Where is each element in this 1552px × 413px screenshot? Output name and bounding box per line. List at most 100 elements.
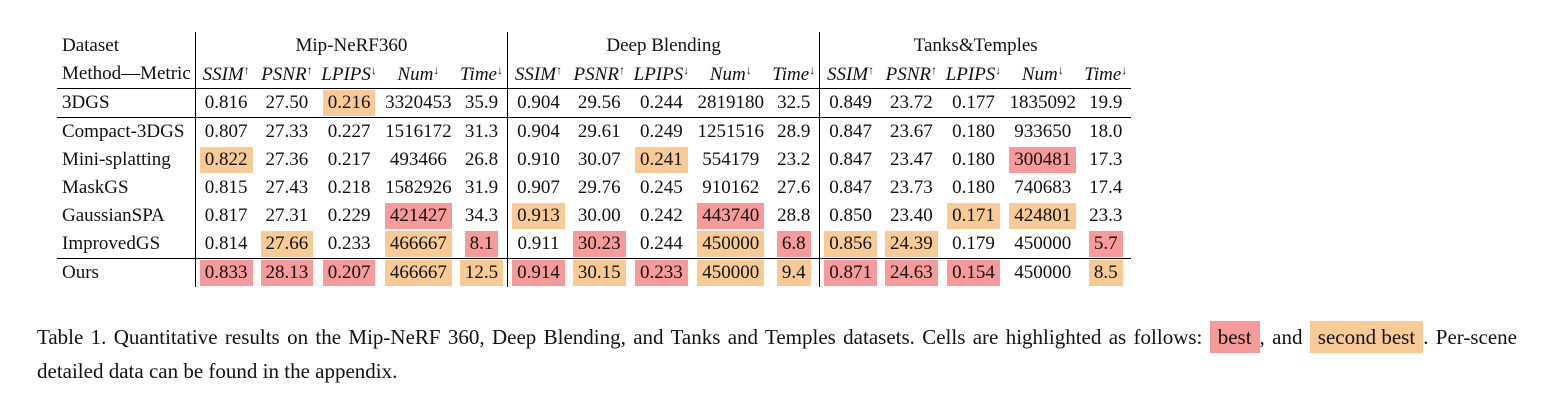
value-cell: 0.871 bbox=[819, 258, 881, 287]
value-cell: 9.4 bbox=[768, 259, 819, 288]
table-row: Mini-splatting 0.822 27.36 0.217 493466 26.8 0… bbox=[57, 146, 1131, 174]
value: 27.6 bbox=[777, 177, 811, 198]
value: 23.47 bbox=[889, 149, 933, 170]
value-cell: 0.154 bbox=[942, 259, 1006, 288]
caption-suffix: . Per-scene detailed data can be found i… bbox=[37, 325, 1517, 383]
value-cell: 0.817 bbox=[194, 202, 257, 230]
value-cell: 35.9 bbox=[455, 88, 508, 118]
method-name: MaskGS bbox=[62, 177, 129, 198]
metric-header: Time↓ bbox=[455, 60, 508, 89]
value: 933650 bbox=[1014, 121, 1072, 142]
value-cell: 28.8 bbox=[768, 202, 819, 230]
dataset-header-1: Deep Blending bbox=[507, 32, 820, 60]
value: 29.76 bbox=[577, 177, 621, 198]
metric-name: Time bbox=[772, 63, 810, 85]
method-name: Mini-splatting bbox=[62, 149, 171, 170]
table-row: ImprovedGS 0.814 27.66 0.233 466667 8.1 0.911 3… bbox=[57, 230, 1132, 259]
value: 19.9 bbox=[1089, 92, 1123, 113]
value-cell: 19.9 bbox=[1080, 88, 1132, 118]
metric-name: SSIM bbox=[826, 63, 869, 85]
value-cell: 0.242 bbox=[630, 202, 694, 230]
value: 23.2 bbox=[777, 149, 811, 170]
metric-arrow: ↓ bbox=[370, 62, 377, 77]
value: 450000 bbox=[1014, 262, 1072, 283]
value-cell: 30.07 bbox=[569, 146, 630, 174]
value-cell: 0.910 bbox=[507, 146, 569, 174]
value-cell: 2819180 bbox=[693, 88, 769, 118]
value-cell: 450000 bbox=[693, 230, 769, 259]
value: 740683 bbox=[1014, 177, 1072, 198]
metric-name: PSNR bbox=[573, 63, 619, 85]
legend-best-chip: best bbox=[1209, 321, 1260, 353]
method-name: Ours bbox=[62, 262, 99, 283]
value: 29.56 bbox=[577, 92, 621, 113]
results-table: Dataset Mip-NeRF360 Deep Blending Tanks&Tem… bbox=[57, 32, 1132, 288]
value-cell: 1251516 bbox=[693, 118, 768, 147]
value-cell: 0.833 bbox=[194, 258, 257, 287]
value-second-best: 0.171 bbox=[947, 203, 1000, 229]
value-cell: 0.904 bbox=[507, 117, 569, 146]
value-cell: 23.2 bbox=[768, 146, 819, 174]
dataset-header-0: Mip-NeRF360 bbox=[194, 32, 508, 60]
value-cell: 34.3 bbox=[456, 202, 508, 230]
value: 0.815 bbox=[204, 177, 248, 198]
metric-arrow: ↓ bbox=[496, 62, 503, 77]
value-cell: 0.179 bbox=[941, 230, 1006, 259]
value-cell: 27.36 bbox=[257, 146, 318, 174]
value: 0.911 bbox=[517, 233, 560, 254]
metric-arrow: ↑ bbox=[243, 62, 250, 77]
value: 28.8 bbox=[777, 205, 811, 226]
value-second-best: 12.5 bbox=[459, 260, 504, 286]
value-cell: 29.61 bbox=[569, 118, 630, 147]
header-row-metrics: Method—Metric SSIM↑ PSNR↑ LPIPS↓ Num↓ Time↓ SS… bbox=[57, 60, 1132, 89]
value-best: 24.63 bbox=[884, 260, 938, 286]
value: 0.849 bbox=[829, 92, 872, 113]
value: 1251516 bbox=[697, 121, 764, 142]
value-best: 300481 bbox=[1009, 147, 1077, 173]
value-best: 6.8 bbox=[776, 231, 811, 257]
value: 0.249 bbox=[640, 121, 683, 142]
value-cell: 466667 bbox=[381, 259, 456, 288]
value-cell: 740683 bbox=[1005, 174, 1080, 202]
metric-name: SSIM bbox=[514, 63, 557, 85]
value: 29.61 bbox=[577, 121, 621, 142]
value: 0.229 bbox=[327, 205, 371, 226]
table-row: 3DGS 0.816 27.50 0.216 3320453 35.9 0.904 29.56… bbox=[57, 88, 1132, 118]
metric-header: LPIPS↓ bbox=[629, 60, 694, 89]
value: 0.816 bbox=[204, 92, 248, 113]
value-cell: 0.216 bbox=[317, 88, 381, 118]
value-best: 0.233 bbox=[635, 260, 688, 286]
header-method-label: Method—Metric bbox=[57, 60, 196, 89]
value-cell: 0.815 bbox=[194, 174, 257, 202]
method-name: ImprovedGS bbox=[57, 230, 196, 259]
value: 0.907 bbox=[517, 177, 560, 198]
metric-arrow: ↑ bbox=[618, 62, 625, 77]
value-cell: 0.856 bbox=[819, 230, 881, 259]
value-cell: 28.9 bbox=[768, 118, 819, 147]
value-cell: 0.171 bbox=[942, 202, 1006, 230]
value-cell: 424801 bbox=[1005, 202, 1080, 230]
metric-arrow: ↑ bbox=[556, 62, 563, 77]
value-cell: 0.180 bbox=[942, 174, 1006, 202]
value-cell: 8.1 bbox=[455, 230, 508, 259]
value-cell: 31.9 bbox=[456, 174, 508, 202]
value-cell: 450000 bbox=[693, 259, 768, 288]
metric-header: Num↓ bbox=[1005, 60, 1081, 89]
value-best: 0.833 bbox=[199, 260, 253, 286]
value-cell: 0.227 bbox=[317, 118, 381, 147]
value-cell: 31.3 bbox=[456, 118, 508, 147]
value-cell: 24.39 bbox=[880, 230, 942, 259]
value: 0.904 bbox=[517, 92, 560, 113]
value-cell: 17.4 bbox=[1080, 174, 1131, 202]
value-cell: 0.814 bbox=[194, 230, 257, 259]
value-second-best: 466667 bbox=[384, 260, 452, 286]
metric-arrow: ↓ bbox=[1057, 62, 1064, 77]
metric-name: LPIPS bbox=[321, 63, 371, 85]
metric-header: Num↓ bbox=[693, 60, 769, 89]
value-second-best: 0.822 bbox=[199, 147, 253, 173]
header-dataset-label: Dataset bbox=[62, 35, 119, 56]
value-cell: 0.244 bbox=[629, 88, 694, 118]
value: 0.180 bbox=[952, 149, 995, 170]
value: 17.4 bbox=[1089, 177, 1123, 198]
value: 23.40 bbox=[889, 205, 933, 226]
